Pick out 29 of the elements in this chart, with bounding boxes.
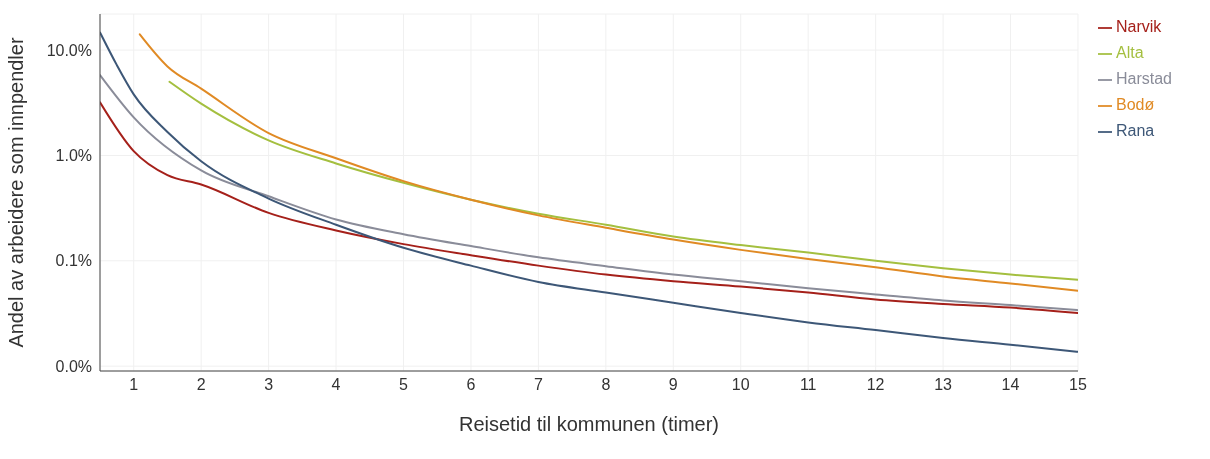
legend-label: Narvik (1115, 18, 1162, 35)
x-tick-label: 2 (196, 376, 206, 394)
legend-label: Rana (1115, 122, 1155, 139)
x-tick-label: 9 (668, 376, 678, 394)
x-tick-label: 10 (731, 376, 750, 394)
x-tick-label: 8 (601, 376, 611, 394)
y-tick-label: 10.0% (46, 41, 92, 59)
x-tick-label: 15 (1069, 376, 1087, 394)
line-series (138, 33, 1078, 292)
x-tick-label: 13 (934, 376, 953, 394)
x-tick-label: 4 (331, 376, 341, 394)
legend-label: Bodø (1115, 96, 1155, 113)
x-axis-title: Reisetid til kommunen (timer) (458, 413, 720, 435)
y-tick-label: 0.0% (55, 357, 92, 375)
y-tick-label: 0.1% (55, 252, 92, 270)
x-tick-label: 3 (264, 376, 274, 394)
x-tick-label: 14 (1001, 376, 1020, 394)
line-series (100, 31, 1078, 353)
x-tick-label: 5 (399, 376, 409, 394)
x-tick-label: 12 (866, 376, 885, 394)
legend-label: Alta (1115, 44, 1144, 61)
y-tick-label: 1.0% (55, 147, 92, 165)
x-tick-label: 11 (799, 376, 817, 394)
legend-label: Harstad (1115, 70, 1172, 87)
x-tick-label: 1 (129, 376, 139, 394)
x-tick-label: 6 (466, 376, 476, 394)
y-axis-title: Andel av arbeidere som innpendler (5, 37, 28, 348)
line-series (168, 80, 1078, 281)
x-tick-label: 7 (533, 376, 543, 394)
